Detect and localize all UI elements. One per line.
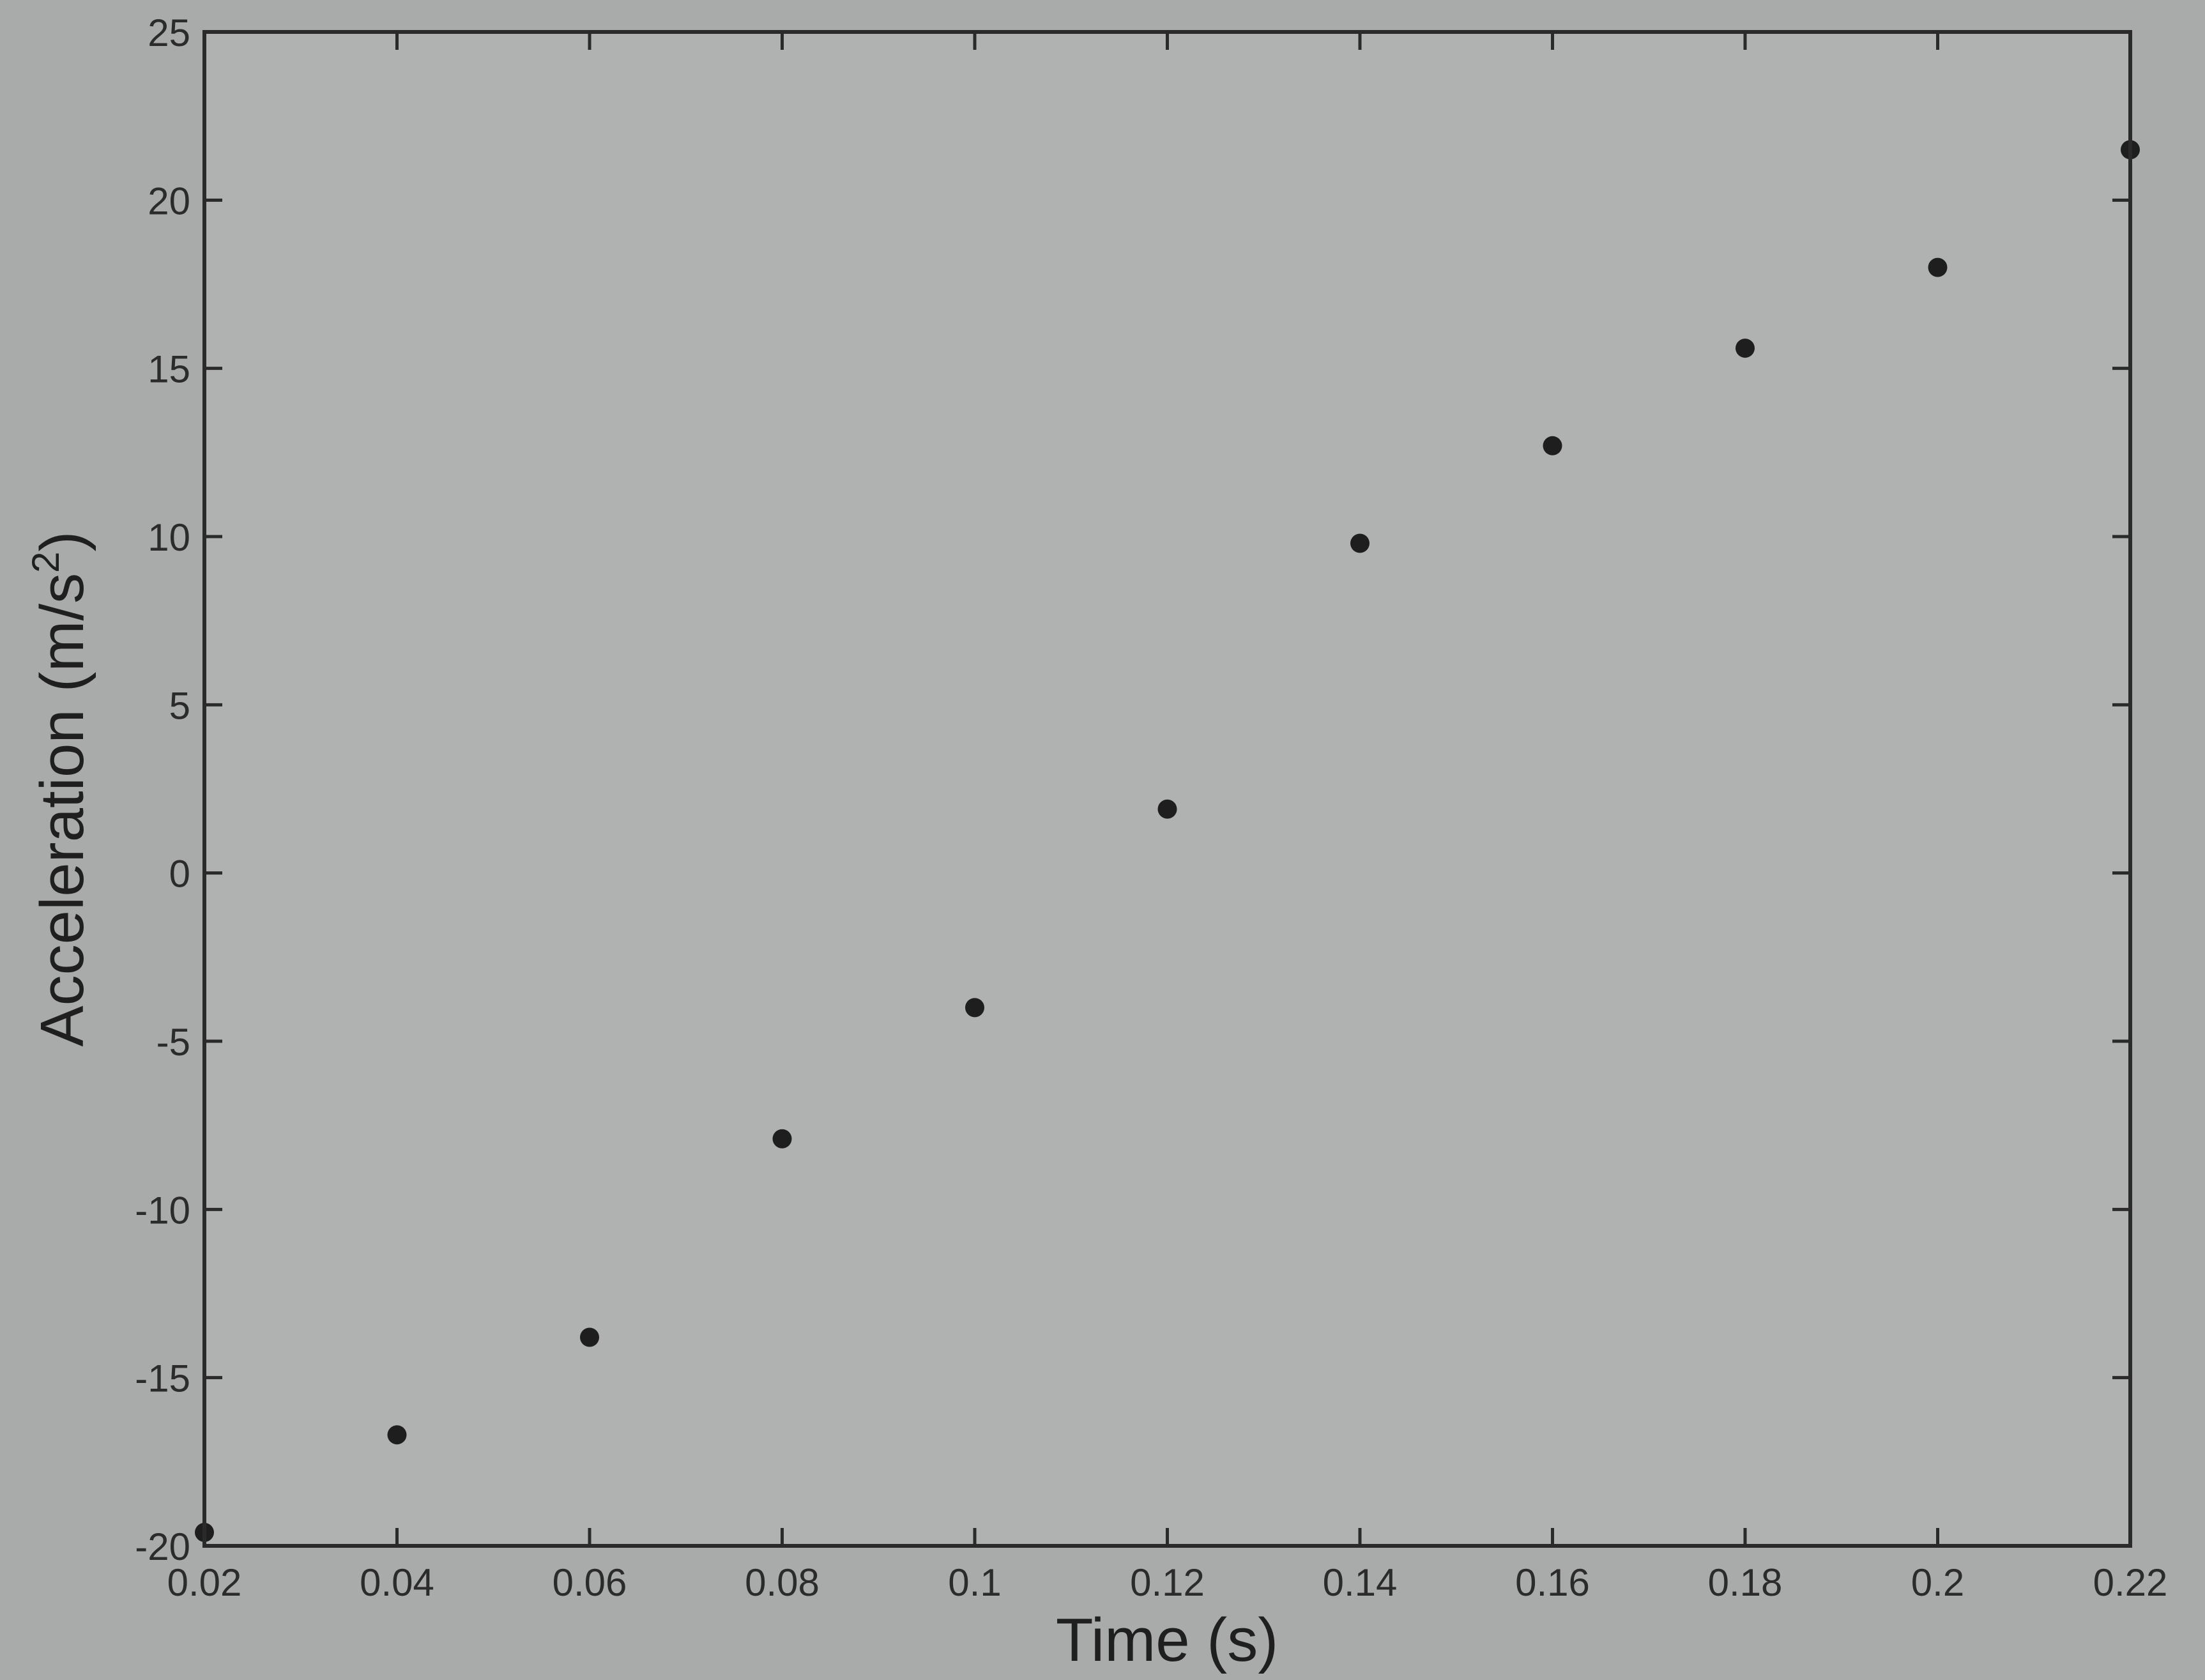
data-point: [1928, 257, 1948, 277]
x-tick-label: 0.04: [360, 1561, 434, 1604]
y-tick-label: 10: [148, 516, 190, 559]
data-point: [1736, 339, 1755, 358]
y-tick-label: 0: [169, 853, 190, 896]
x-tick-label: 0.22: [2093, 1561, 2168, 1604]
x-tick-label: 0.16: [1515, 1561, 1590, 1604]
y-tick-label: 25: [148, 11, 190, 54]
y-axis-title-main: Acceleration (m/s: [28, 573, 96, 1047]
data-point: [580, 1327, 599, 1347]
y-tick-label: -10: [135, 1189, 190, 1232]
x-tick-label: 0.02: [167, 1561, 242, 1604]
x-tick-label: 0.18: [1708, 1561, 1783, 1604]
y-tick-label: -5: [156, 1021, 190, 1064]
y-tick-label: 5: [169, 684, 190, 727]
y-axis-title: Acceleration (m/s2): [24, 531, 96, 1047]
axis-ticks: 0.02 0.04 0.06 0.08 0.1 0.12 0.14 0.16 0.18 0.2 0.…: [135, 11, 2167, 1604]
data-point: [387, 1425, 407, 1445]
x-tick-label: 0.1: [948, 1561, 1001, 1604]
data-point: [772, 1129, 792, 1149]
data-points: [195, 140, 2140, 1542]
y-tick-label: -20: [135, 1525, 190, 1568]
x-tick-label: 0.08: [745, 1561, 820, 1604]
y-tick-label: -15: [135, 1357, 190, 1400]
data-point: [1543, 436, 1562, 455]
x-tick-label: 0.12: [1130, 1561, 1205, 1604]
y-tick-label: 15: [148, 348, 190, 391]
x-tick-label: 0.2: [1911, 1561, 1964, 1604]
data-point: [1350, 533, 1370, 553]
y-axis-title-close: ): [28, 531, 96, 552]
plot-area: [204, 32, 2130, 1546]
x-tick-label: 0.06: [553, 1561, 627, 1604]
y-axis-title-superscript: 2: [24, 552, 67, 573]
data-point: [965, 998, 984, 1018]
axes-frame: [202, 30, 2132, 1548]
x-tick-label: 0.14: [1323, 1561, 1398, 1604]
data-point: [1157, 799, 1177, 819]
x-axis-title: Time (s): [1056, 1606, 1278, 1674]
y-tick-label: 20: [148, 179, 190, 222]
